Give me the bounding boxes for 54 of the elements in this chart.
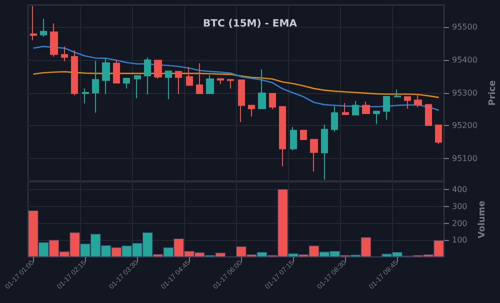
- candlestick: [134, 75, 141, 99]
- candlestick: [227, 79, 234, 90]
- y-tick-label: 100: [452, 236, 468, 245]
- y-tick-label: 95300: [452, 88, 478, 98]
- candlestick: [425, 104, 432, 126]
- y-axis-title: Volume: [478, 200, 488, 238]
- line-series: [32, 46, 440, 111]
- candlestick: [196, 62, 203, 94]
- y-tick-label: 200: [452, 218, 468, 228]
- candlestick: [40, 18, 47, 38]
- y-tick-label: 95200: [452, 121, 478, 130]
- candlestick: [113, 59, 120, 84]
- candlestick: [102, 58, 110, 95]
- candlestick: [279, 106, 286, 167]
- candlestick: [50, 22, 58, 58]
- y-tick-label: 300: [452, 202, 468, 211]
- candlestick: [82, 88, 89, 104]
- candlestick: [30, 5, 37, 41]
- candlestick: [404, 96, 411, 110]
- candlestick: [414, 94, 422, 108]
- candlestick: [310, 139, 318, 172]
- candlestick: [123, 77, 130, 90]
- candlestick: [373, 110, 380, 125]
- candlestick: [238, 80, 245, 123]
- candlestick: [165, 70, 172, 100]
- candlestick: [154, 60, 162, 80]
- y-tick-label: 95400: [452, 55, 478, 64]
- candlestick: [217, 78, 224, 84]
- candlestick: [383, 96, 390, 120]
- candlestick: [269, 92, 276, 110]
- candlestick: [144, 57, 151, 95]
- candlestick: [342, 102, 349, 116]
- candlestick: [186, 66, 193, 86]
- candlestick: [61, 46, 68, 62]
- candlestick: [362, 101, 370, 114]
- candlestick: [352, 100, 359, 116]
- y-tick-label: 400: [452, 185, 468, 194]
- line-series: [32, 71, 440, 98]
- candlestick: [206, 74, 214, 94]
- candlestick: [290, 126, 297, 151]
- candlestick: [248, 104, 255, 118]
- candlestick: [92, 60, 99, 114]
- candlestick: [258, 68, 266, 110]
- candlestick: [300, 130, 307, 140]
- y-tick-label: 95500: [452, 22, 478, 32]
- candlestick: [71, 50, 78, 96]
- y-tick-label: 95100: [452, 154, 478, 164]
- candlestick: [321, 124, 328, 180]
- y-axis-title: Price: [488, 80, 498, 106]
- candlestick: [394, 89, 401, 98]
- candlestick: [331, 106, 338, 132]
- text: BTC (15M) - EMA: [203, 18, 298, 30]
- candlestick: [175, 70, 182, 94]
- candlestick: [435, 124, 442, 144]
